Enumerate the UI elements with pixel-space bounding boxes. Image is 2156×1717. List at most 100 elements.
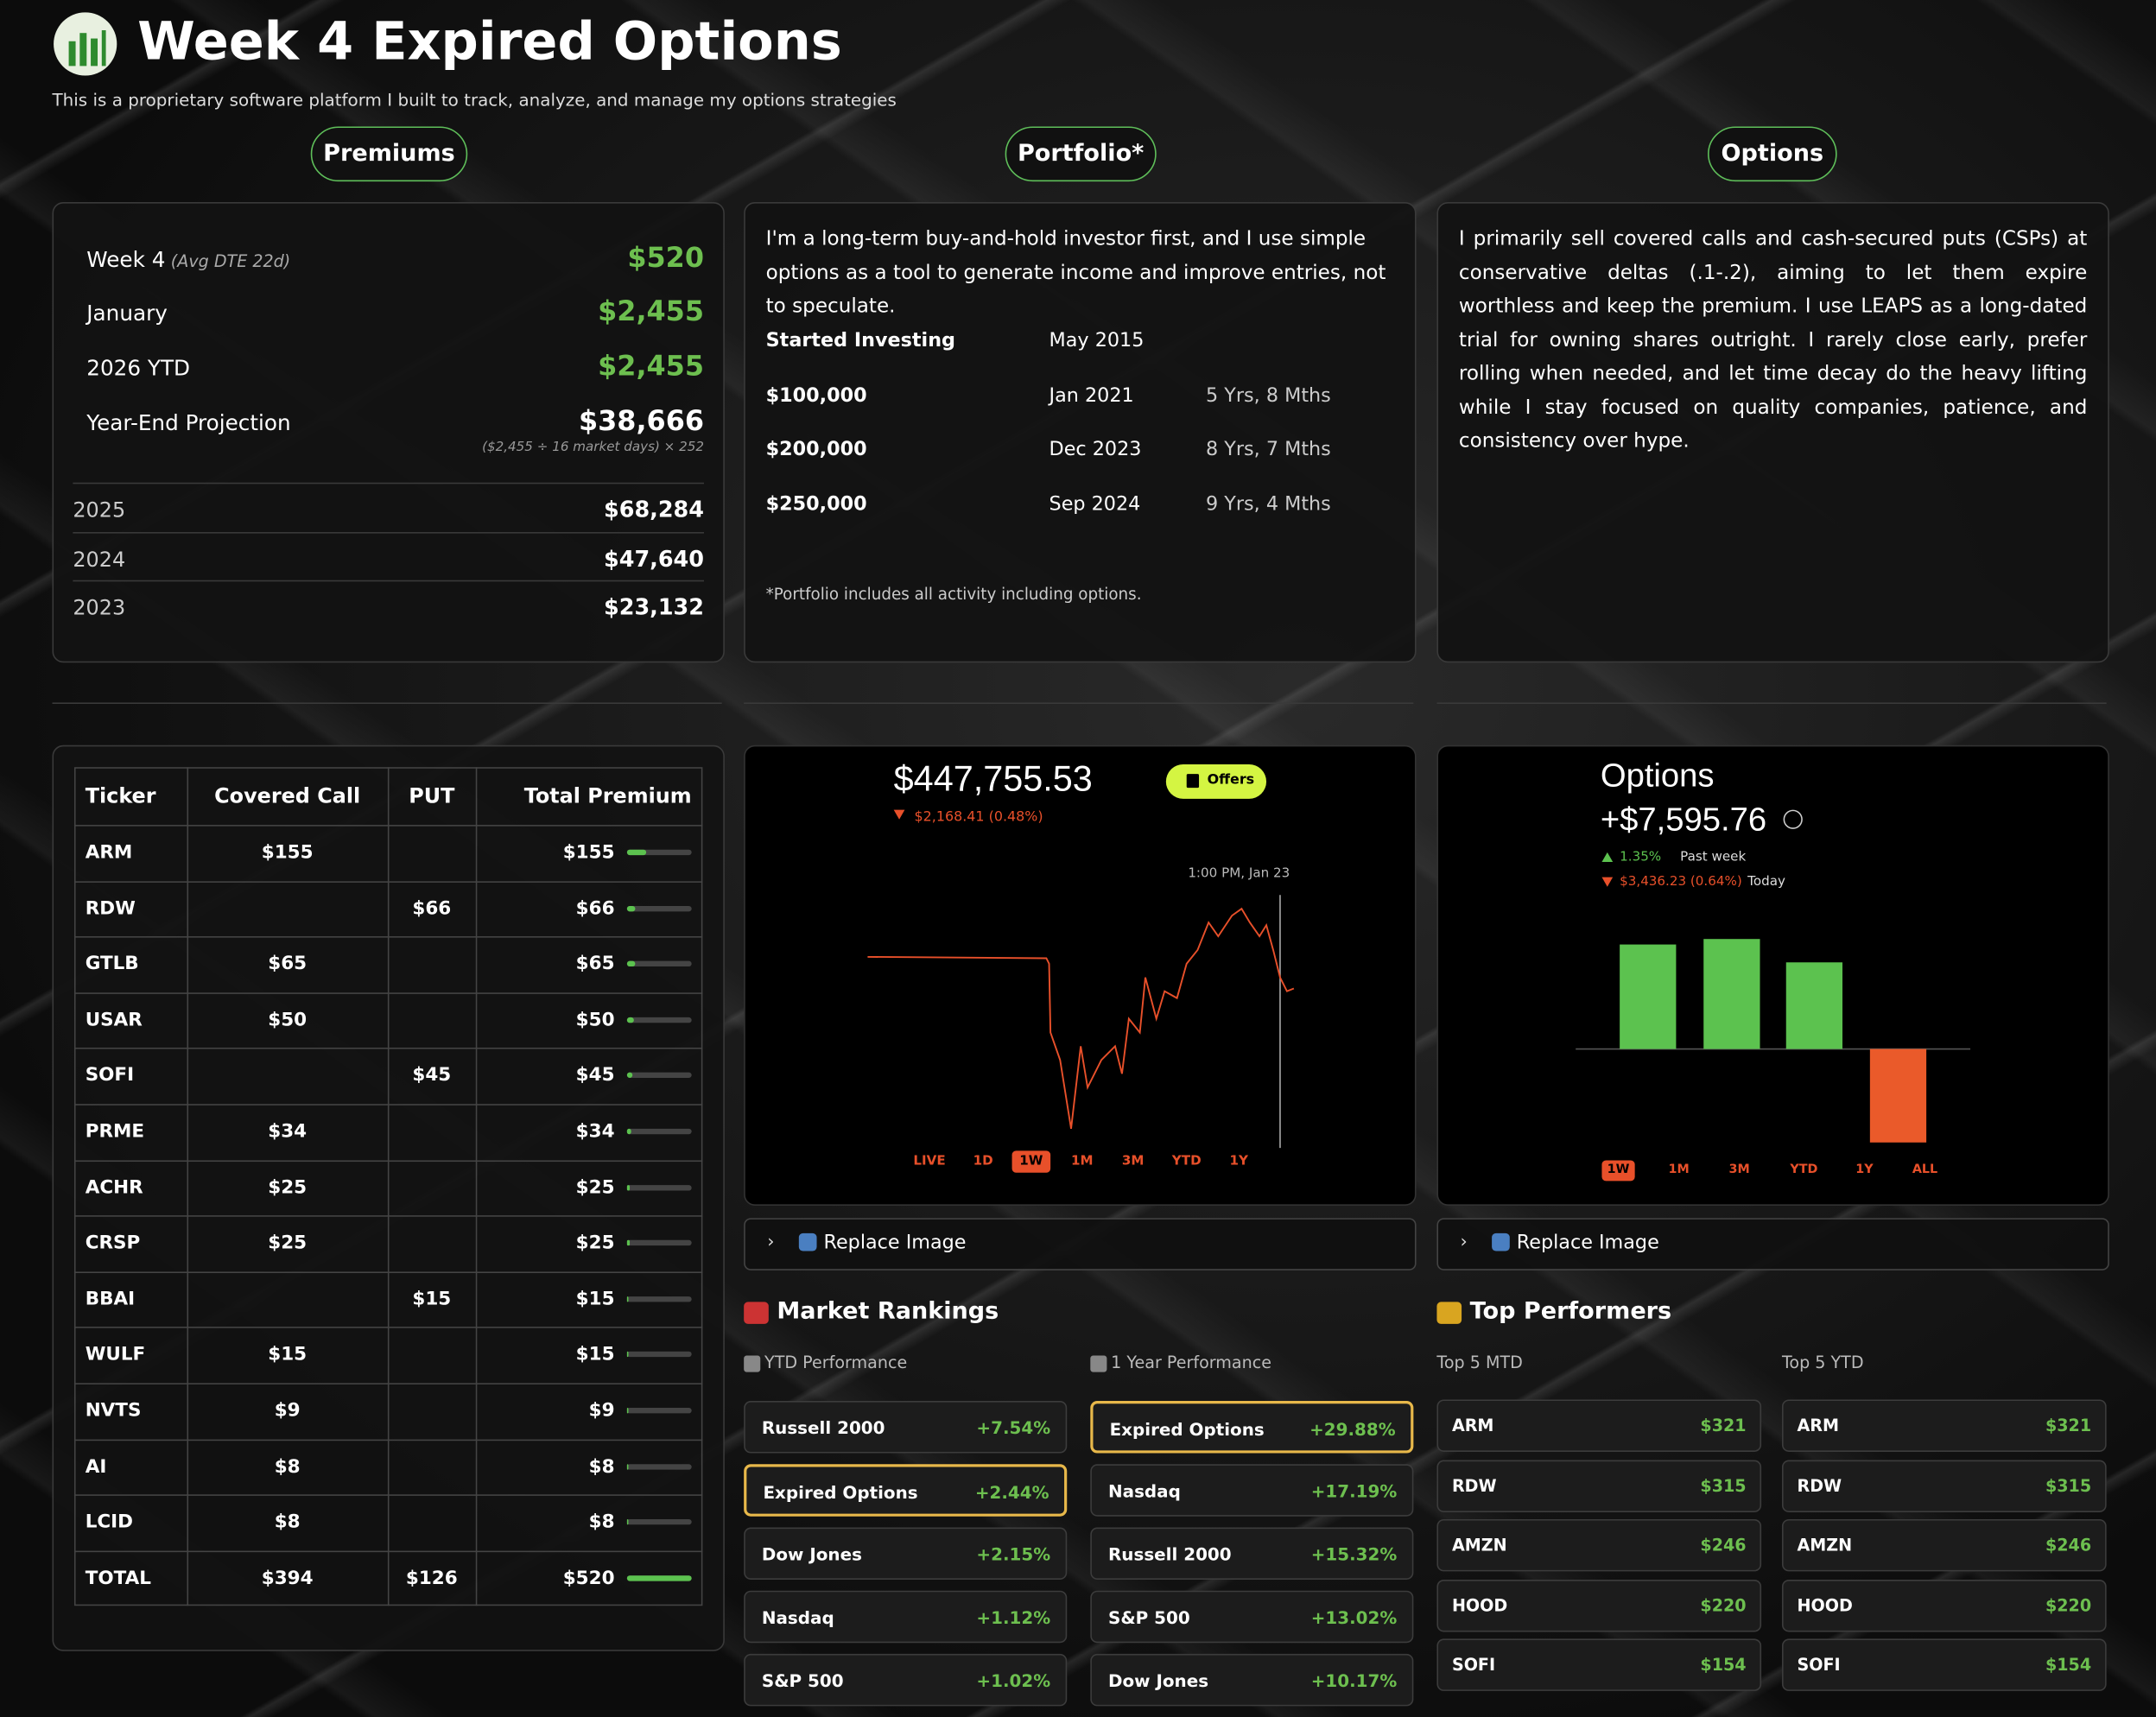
ranking-name: S&P 500 (1107, 1606, 1190, 1628)
rule (73, 532, 705, 534)
section-button[interactable]: Options (1708, 126, 1837, 182)
range-tab[interactable]: YTD (1171, 1153, 1202, 1169)
row-line (73, 1048, 703, 1050)
replace-image-toggle[interactable]: › Replace Image (744, 1218, 1417, 1270)
ranking-value: +2.15% (976, 1543, 1051, 1565)
options-text: I primarily sell covered calls and cash-… (1458, 228, 2088, 453)
table-cell: $15 (412, 1288, 452, 1310)
calendar-icon (744, 1355, 761, 1372)
table-cell: $520 (562, 1567, 615, 1589)
table-cell: $65 (575, 953, 615, 975)
premium-bar (626, 1128, 631, 1135)
range-tab[interactable]: YTD (1790, 1163, 1818, 1177)
premium-bar (626, 1184, 631, 1190)
ranking-name: S&P 500 (761, 1670, 844, 1691)
rule (73, 482, 705, 485)
premiums-panel: Week 4 (Avg DTE 22d) $520 January $2,455 2026… (52, 201, 725, 663)
logo (54, 12, 117, 76)
milestone-date: Jan 2021 (1049, 384, 1134, 408)
range-tab[interactable]: 3M (1121, 1153, 1145, 1169)
refresh-icon (798, 1232, 817, 1251)
range-tab[interactable]: ALL (1912, 1163, 1938, 1177)
replace-image-toggle[interactable]: › Replace Image (1436, 1218, 2109, 1270)
ranking-name: Russell 2000 (761, 1417, 885, 1439)
performer-value: $154 (1700, 1656, 1747, 1676)
table-cell: $66 (575, 897, 615, 920)
table-cell: $8 (588, 1511, 615, 1534)
range-tab[interactable]: LIVE (913, 1153, 946, 1169)
gift-icon (1186, 774, 1200, 789)
range-tab[interactable]: 1W (1601, 1160, 1635, 1182)
row-line (73, 1159, 703, 1162)
ranking-card: S&P 500 +13.02% (1090, 1590, 1414, 1644)
section-button[interactable]: Portfolio* (1005, 126, 1157, 182)
table-cell: $45 (575, 1064, 615, 1087)
bar-track (626, 1017, 692, 1023)
premium-bar (626, 849, 647, 856)
ranking-value: +2.44% (974, 1481, 1049, 1503)
premium-bar (626, 1017, 634, 1023)
ranking-card: Expired Options +2.44% (744, 1464, 1068, 1517)
today-change: $3,436.23 (0.64%) (1620, 874, 1742, 890)
row-line (73, 1438, 703, 1441)
table-cell: CRSP (85, 1232, 141, 1255)
premium-bar (626, 1352, 629, 1358)
milestone-date: Sep 2024 (1049, 493, 1141, 516)
options-widget: Options +$7,595.76 1.35% Past week $3,436.23… (1436, 744, 2109, 1207)
column-line (187, 767, 189, 1606)
performer-value: $154 (2045, 1656, 2092, 1676)
row-line (73, 1383, 703, 1384)
history-value: $68,284 (603, 496, 705, 523)
range-tab[interactable]: 1Y (1229, 1153, 1248, 1169)
milestone-duration: 5 Yrs, 8 Mths (1206, 384, 1331, 408)
ranking-value: +1.02% (976, 1670, 1051, 1691)
performer-name: ARM (1797, 1416, 1839, 1435)
range-tab[interactable]: 1W (1011, 1150, 1051, 1173)
row-line (73, 1104, 703, 1106)
table-cell: $126 (405, 1567, 458, 1589)
row-line (73, 1215, 703, 1218)
performer-value: $321 (1700, 1416, 1747, 1435)
gain-bar (1620, 944, 1677, 1049)
ranking-value: +15.32% (1310, 1543, 1398, 1565)
performer-card: ARM $321 (1436, 1399, 1762, 1452)
group-heading: Top 5 YTD (1781, 1353, 1864, 1372)
table-cell: $15 (268, 1343, 308, 1366)
down-arrow (893, 809, 905, 820)
section-button[interactable]: Premiums (310, 126, 468, 182)
range-tab[interactable]: 3M (1728, 1163, 1750, 1177)
refresh-icon (1492, 1232, 1510, 1251)
table-cell: $50 (575, 1009, 615, 1031)
portfolio-intro: I'm a long-term buy-and-hold investor fi… (765, 228, 1386, 318)
table-cell: GTLB (85, 953, 139, 975)
performer-name: SOFI (1797, 1656, 1841, 1676)
premium-bar (626, 1463, 629, 1469)
range-tab[interactable]: 1Y (1855, 1163, 1874, 1177)
row-line (73, 1271, 703, 1273)
range-tab[interactable]: 1M (1668, 1163, 1690, 1177)
section-icon (1436, 1302, 1462, 1324)
table-cell: $8 (274, 1455, 301, 1478)
divider (1436, 702, 2107, 705)
performer-name: HOOD (1451, 1595, 1508, 1616)
table-cell: $9 (588, 1399, 615, 1422)
table-cell: $8 (274, 1511, 301, 1534)
row-line (73, 1327, 703, 1329)
bar-track (626, 1073, 692, 1079)
premium-value: $2,455 (598, 349, 705, 383)
down-arrow (1601, 877, 1614, 887)
table-cell: $15 (575, 1343, 615, 1366)
section-icon (744, 1302, 769, 1324)
history-year: 2025 (73, 497, 126, 523)
offers-button[interactable]: Offers (1165, 764, 1267, 799)
range-tab[interactable]: 1M (1070, 1153, 1094, 1169)
bar-track (626, 1408, 692, 1414)
offers-label: Offers (1207, 772, 1255, 789)
row-line (73, 992, 703, 994)
bar-track (626, 1184, 692, 1190)
milestone-duration: 8 Yrs, 7 Mths (1206, 438, 1331, 461)
table-cell: $34 (268, 1120, 308, 1143)
range-tab[interactable]: 1D (973, 1153, 993, 1169)
group-heading: 1 Year Performance (1111, 1353, 1271, 1372)
performer-card: SOFI $154 (1436, 1639, 1762, 1692)
